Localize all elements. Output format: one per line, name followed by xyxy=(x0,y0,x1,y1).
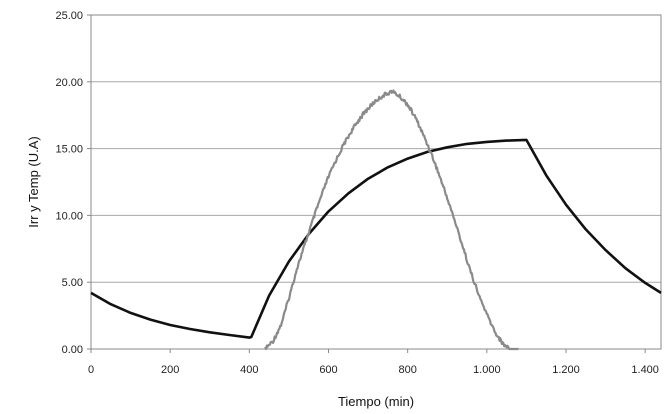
y-tick-label: 0.00 xyxy=(62,344,83,356)
y-tick-label: 25.00 xyxy=(55,10,83,22)
x-tick-label: 0 xyxy=(88,364,94,376)
y-tick-label: 5.00 xyxy=(62,277,83,289)
x-tick-label: 800 xyxy=(398,364,416,376)
y-tick-label: 20.00 xyxy=(55,77,83,89)
x-tick-label: 1.200 xyxy=(552,364,580,376)
y-axis-title: Irr y Temp (U.A) xyxy=(26,136,41,228)
y-tick-label: 10.00 xyxy=(55,210,83,222)
x-tick-label: 200 xyxy=(161,364,179,376)
plot-area xyxy=(90,14,662,350)
x-axis-title: Tiempo (min) xyxy=(338,394,414,409)
x-tick-label: 1.400 xyxy=(631,364,659,376)
series-line-black xyxy=(90,138,662,339)
series-line-gray xyxy=(264,89,519,351)
series-group xyxy=(90,89,662,351)
x-tick-label: 600 xyxy=(319,364,337,376)
x-axis: 0 200 400 600 800 1.000 1.200 1.400 xyxy=(88,349,659,376)
gridlines xyxy=(91,81,661,283)
y-axis: 0.00 5.00 10.00 15.00 20.00 25.00 xyxy=(55,10,91,356)
y-tick-label: 15.00 xyxy=(55,144,83,156)
x-tick-label: 1.000 xyxy=(473,364,501,376)
x-tick-label: 400 xyxy=(240,364,258,376)
